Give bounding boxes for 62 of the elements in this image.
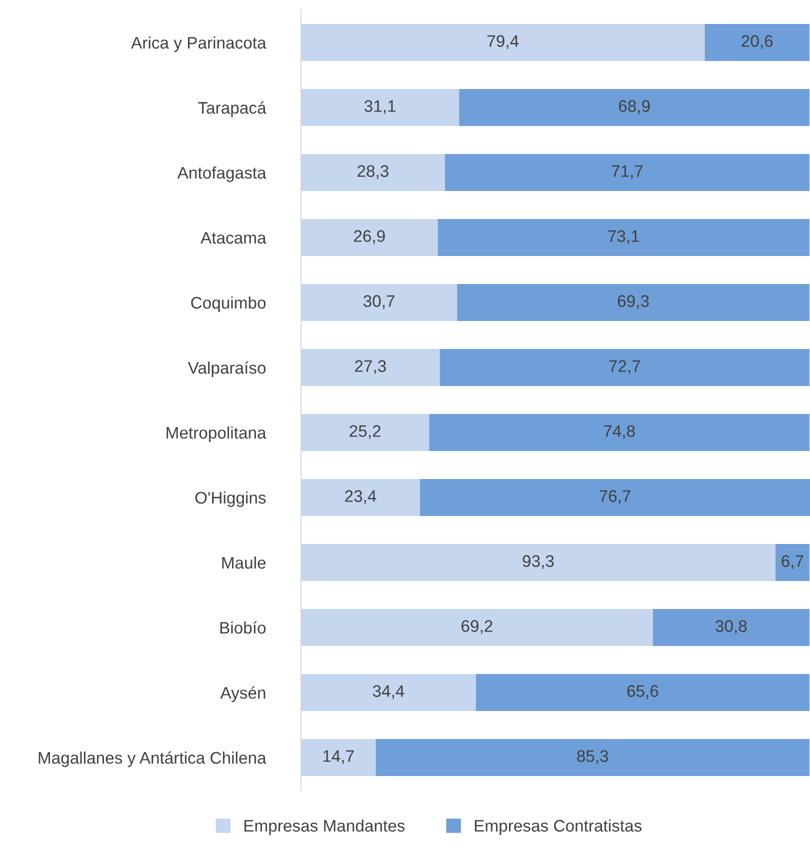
bar [301, 478, 420, 516]
data-label: 20,6 [742, 35, 773, 49]
bar [301, 738, 376, 776]
y-tick-label: O'Higgins [195, 491, 266, 507]
y-tick-label: Metropolitana [166, 426, 266, 442]
y-tick-label: Biobío [220, 621, 266, 634]
bar [301, 284, 458, 322]
bar [476, 674, 810, 712]
data-label: 34,4 [372, 685, 404, 699]
data-label: 71,7 [612, 165, 643, 179]
data-label: 23,4 [345, 490, 376, 504]
bar [301, 544, 776, 582]
bar [444, 154, 810, 192]
bar [301, 414, 430, 452]
bar [459, 88, 810, 126]
bar [438, 218, 810, 256]
data-label: 30,8 [716, 620, 747, 634]
bar [457, 284, 810, 322]
data-label: 27,3 [355, 360, 386, 374]
data-label: 72,7 [609, 360, 640, 374]
data-label: 69,3 [618, 295, 649, 309]
data-label: 74,8 [604, 425, 635, 439]
y-tick-label: Maule [222, 556, 266, 569]
bar [652, 608, 810, 646]
bar [429, 414, 810, 452]
bar [301, 218, 438, 256]
data-label: 69,2 [462, 620, 492, 634]
y-tick-label: Arica y Parinacota [131, 36, 266, 52]
data-label: 28,3 [358, 165, 388, 179]
bar [440, 348, 810, 386]
y-tick-label: Antofagasta [177, 166, 266, 182]
bar [301, 88, 460, 126]
bar [376, 738, 810, 776]
bar [704, 24, 810, 62]
y-tick-label: Coquimbo [191, 296, 266, 312]
data-label: 14,7 [323, 750, 354, 764]
data-label: 6,7 [782, 555, 804, 569]
data-label: 76,7 [600, 490, 630, 504]
y-tick-label: Aysén [220, 686, 266, 702]
y-tick-label: Magallanes y Antártica Chilena [38, 751, 266, 768]
y-tick-label: Valparaíso [188, 361, 266, 378]
bar [301, 674, 476, 712]
bar [301, 608, 653, 646]
data-label: 85,3 [577, 750, 608, 764]
data-label: 73,1 [608, 230, 640, 244]
bar [301, 154, 445, 192]
bar [301, 348, 440, 386]
legend-label: Empresas Mandantes [244, 819, 405, 835]
data-label: 25,2 [350, 425, 380, 439]
y-tick-label: Tarapacá [198, 101, 266, 118]
data-label: 31,1 [364, 100, 396, 114]
data-label: 68,9 [618, 100, 650, 114]
data-label: 79,4 [488, 35, 519, 49]
y-tick-label: Atacama [200, 232, 266, 244]
data-label: 65,6 [627, 685, 658, 699]
bar [301, 24, 705, 62]
data-label: 26,9 [354, 230, 385, 244]
legend-label: Empresas Contratistas [474, 819, 642, 835]
bar [775, 544, 810, 582]
data-label: 30,7 [363, 295, 394, 309]
data-label: 93,3 [522, 555, 554, 569]
bar [420, 478, 810, 516]
